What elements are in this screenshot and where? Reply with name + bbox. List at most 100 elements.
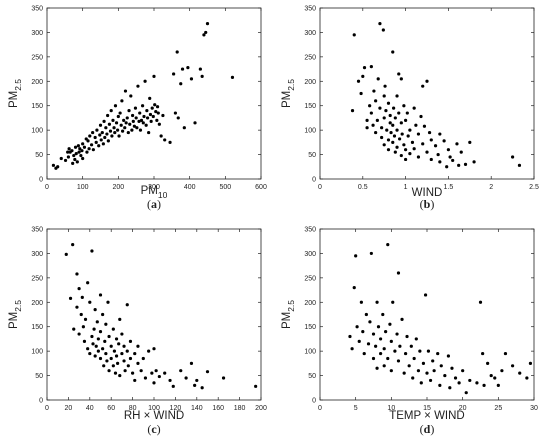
data-point <box>109 109 113 113</box>
data-point <box>107 122 112 126</box>
data-point <box>517 163 522 167</box>
data-point <box>382 364 386 368</box>
data-point <box>392 134 397 138</box>
data-point <box>68 296 73 300</box>
data-point <box>81 142 85 146</box>
x-axis-label: PM10 <box>141 185 168 200</box>
data-point <box>455 142 459 146</box>
x-tick-label: 300 <box>148 184 160 191</box>
data-point <box>383 84 387 88</box>
data-point <box>421 361 426 365</box>
x-tick-label: 0.5 <box>358 184 368 191</box>
data-point <box>131 113 135 118</box>
data-point <box>143 79 147 83</box>
x-tick-label: 5 <box>354 405 358 412</box>
data-point <box>414 123 418 127</box>
data-point <box>103 135 107 140</box>
data-point <box>123 369 127 373</box>
data-point <box>391 300 395 304</box>
data-point <box>116 361 120 365</box>
data-point <box>369 251 373 256</box>
data-point <box>109 356 113 361</box>
data-point <box>102 119 106 123</box>
y-tick-label: 50 <box>308 373 316 380</box>
data-point <box>159 134 163 138</box>
y-tick-label: 100 <box>304 128 316 135</box>
data-point <box>418 349 422 353</box>
data-point <box>64 252 68 257</box>
data-point <box>391 50 395 54</box>
data-point <box>117 342 121 346</box>
y-axis-label: PM2.5 <box>8 300 23 329</box>
data-point <box>152 74 156 78</box>
data-point <box>79 312 83 317</box>
data-point <box>99 138 103 142</box>
data-point <box>81 156 85 161</box>
data-point <box>147 349 151 353</box>
data-point <box>85 150 89 154</box>
data-point <box>66 150 70 154</box>
data-point <box>374 99 378 103</box>
data-point <box>399 77 403 81</box>
data-point <box>392 106 396 110</box>
x-tick-label: 0 <box>318 405 322 412</box>
data-point <box>127 109 131 113</box>
data-point <box>150 371 154 375</box>
data-point <box>111 327 115 331</box>
data-point <box>374 130 378 135</box>
y-tick-label: 250 <box>31 275 43 282</box>
y-tick-label: 50 <box>35 373 43 380</box>
data-point <box>98 123 103 127</box>
data-point <box>98 330 103 334</box>
data-point <box>365 126 369 130</box>
data-point <box>378 22 382 26</box>
data-point <box>132 124 136 128</box>
plot-frame <box>319 7 535 180</box>
data-point <box>76 144 80 148</box>
x-tick-label: 0 <box>45 184 49 191</box>
data-point <box>404 118 408 122</box>
y-tick-label: 100 <box>304 349 316 356</box>
y-tick-label: 250 <box>31 54 43 61</box>
data-point <box>205 370 210 374</box>
data-point <box>510 364 515 368</box>
data-point <box>193 121 197 125</box>
data-point <box>149 119 153 123</box>
data-point <box>397 72 401 76</box>
data-point <box>482 383 486 387</box>
data-point <box>439 364 443 368</box>
data-point <box>135 126 139 130</box>
data-point <box>361 74 365 78</box>
data-point <box>92 327 96 331</box>
data-point <box>186 66 190 70</box>
data-point <box>119 123 123 127</box>
y-tick-label: 350 <box>31 6 43 13</box>
x-tick-label: 140 <box>191 405 203 412</box>
x-tick-label: 40 <box>86 405 94 412</box>
data-point <box>399 121 403 125</box>
data-point <box>408 151 412 156</box>
data-point <box>51 163 56 167</box>
data-point <box>82 339 87 343</box>
data-point <box>137 119 141 123</box>
data-point <box>152 381 156 385</box>
data-point <box>142 114 146 119</box>
data-point <box>112 349 117 353</box>
data-point <box>101 142 105 146</box>
y-tick-label: 100 <box>31 128 43 135</box>
data-point <box>478 300 483 304</box>
data-point <box>463 162 468 166</box>
y-axis-label: PM2.5 <box>281 300 296 329</box>
data-point <box>105 359 109 363</box>
data-point <box>117 134 121 138</box>
data-point <box>528 361 533 365</box>
data-point <box>384 109 388 113</box>
data-point <box>406 134 410 138</box>
data-point <box>405 111 409 115</box>
data-point <box>145 116 150 120</box>
data-point <box>72 153 76 158</box>
data-point <box>144 123 148 127</box>
data-point <box>106 300 110 304</box>
data-point <box>98 133 102 137</box>
data-point <box>438 132 442 136</box>
